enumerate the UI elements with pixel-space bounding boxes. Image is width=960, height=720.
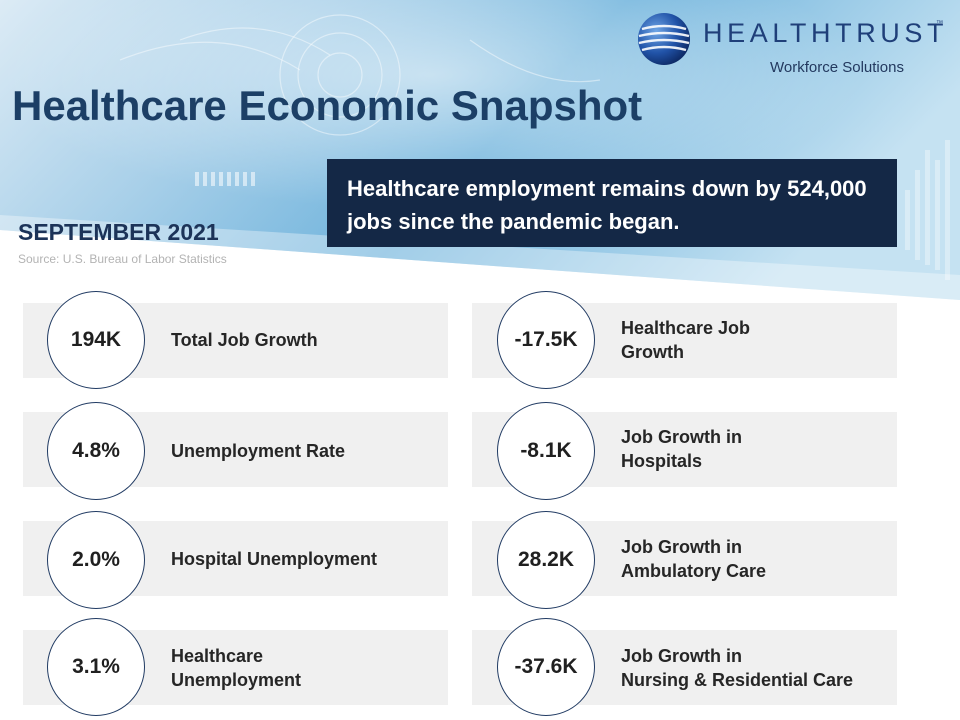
stat-label: Job Growth in Nursing & Residential Care xyxy=(621,646,854,690)
stat-label: Job Growth in Ambulatory Care xyxy=(621,537,767,581)
stat-value: 4.8% xyxy=(47,402,145,500)
healthtrust-logo: HEALTHTRUST ™ Workforce Solutions xyxy=(636,8,946,80)
trademark-symbol: ™ xyxy=(936,20,943,27)
report-date: SEPTEMBER 2021 xyxy=(18,219,219,245)
logo-tagline: Workforce Solutions xyxy=(770,59,904,76)
globe-icon xyxy=(638,13,690,65)
page-title: Healthcare Economic Snapshot xyxy=(12,82,643,129)
headline-box: Healthcare employment remains down by 52… xyxy=(327,159,897,247)
stat-value: 28.2K xyxy=(497,511,595,609)
stat-value: -17.5K xyxy=(497,291,595,389)
stat-label: Hospital Unemployment xyxy=(171,549,378,569)
stat-label: Healthcare Unemployment xyxy=(171,646,302,690)
stat-value: -37.6K xyxy=(497,618,595,716)
stat-value: 2.0% xyxy=(47,511,145,609)
stat-label: Healthcare Job Growth xyxy=(621,318,751,362)
stat-value: 3.1% xyxy=(47,618,145,716)
stat-label: Unemployment Rate xyxy=(171,441,346,461)
stat-label: Job Growth in Hospitals xyxy=(621,427,742,471)
stat-label: Total Job Growth xyxy=(171,330,318,350)
stat-value: 194K xyxy=(47,291,145,389)
logo-wordmark: HEALTHTRUST xyxy=(703,18,949,48)
source-note: Source: U.S. Bureau of Labor Statistics xyxy=(18,252,227,266)
stat-value: -8.1K xyxy=(497,402,595,500)
